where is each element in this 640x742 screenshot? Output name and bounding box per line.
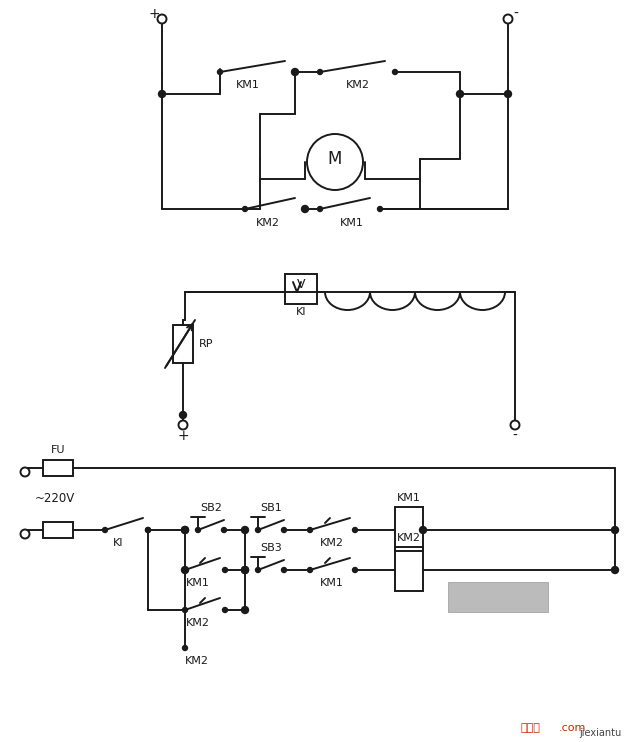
Circle shape (303, 206, 307, 211)
Bar (173, 325, 193, 363)
Text: KM2: KM2 (320, 538, 344, 548)
Circle shape (241, 606, 248, 614)
Circle shape (179, 412, 186, 418)
Circle shape (221, 528, 227, 533)
Bar (285, 274, 317, 304)
Circle shape (195, 528, 200, 533)
Circle shape (307, 134, 363, 190)
Circle shape (317, 70, 323, 74)
Circle shape (511, 421, 520, 430)
Circle shape (392, 70, 397, 74)
Circle shape (243, 206, 248, 211)
Circle shape (353, 528, 358, 533)
Circle shape (291, 68, 298, 76)
Circle shape (218, 70, 223, 74)
Circle shape (255, 528, 260, 533)
Text: KM1: KM1 (397, 493, 421, 503)
Text: KM2: KM2 (346, 80, 370, 90)
Text: -: - (513, 7, 518, 21)
Circle shape (611, 527, 618, 533)
Text: +: + (148, 7, 160, 21)
Circle shape (456, 91, 463, 97)
Circle shape (182, 566, 189, 574)
Circle shape (223, 608, 227, 612)
Circle shape (182, 527, 189, 533)
Text: KI: KI (113, 538, 124, 548)
Circle shape (102, 528, 108, 533)
Text: 接线图: 接线图 (520, 723, 540, 733)
Circle shape (504, 15, 513, 24)
Circle shape (282, 528, 287, 533)
Circle shape (419, 527, 426, 533)
Bar (395, 547, 423, 591)
Bar (395, 507, 423, 551)
Circle shape (353, 568, 358, 573)
Text: M: M (328, 150, 342, 168)
Circle shape (159, 91, 166, 97)
Text: KM2: KM2 (256, 218, 280, 228)
Text: FU: FU (51, 445, 65, 455)
Circle shape (241, 566, 248, 574)
Text: KM2: KM2 (186, 618, 210, 628)
Text: SB1: SB1 (260, 503, 282, 513)
Circle shape (282, 568, 287, 573)
Bar (448, 582, 548, 612)
Text: jiexiantu: jiexiantu (579, 728, 621, 738)
Circle shape (241, 566, 248, 574)
Circle shape (504, 91, 511, 97)
Text: -: - (513, 429, 517, 443)
Circle shape (182, 568, 188, 573)
Text: KM1: KM1 (340, 218, 364, 228)
Circle shape (182, 646, 188, 651)
Text: RP: RP (199, 339, 214, 349)
Circle shape (20, 467, 29, 476)
Circle shape (179, 421, 188, 430)
Text: ~220V: ~220V (35, 491, 76, 505)
Text: +: + (177, 429, 189, 443)
Circle shape (255, 568, 260, 573)
Circle shape (317, 206, 323, 211)
Text: V: V (297, 278, 305, 292)
Circle shape (611, 566, 618, 574)
Circle shape (241, 527, 248, 533)
Text: KM2: KM2 (185, 656, 209, 666)
Circle shape (20, 530, 29, 539)
Text: KI: KI (296, 307, 307, 317)
Text: KM1: KM1 (236, 80, 260, 90)
Text: KM1: KM1 (186, 578, 210, 588)
Circle shape (307, 568, 312, 573)
Bar (43, 460, 73, 476)
Circle shape (145, 528, 150, 533)
Text: .com: .com (558, 723, 586, 733)
Circle shape (378, 206, 383, 211)
Bar (43, 522, 73, 538)
Text: SB3: SB3 (260, 543, 282, 553)
Circle shape (292, 70, 298, 74)
Text: KM1: KM1 (320, 578, 344, 588)
Circle shape (223, 568, 227, 573)
Circle shape (307, 528, 312, 533)
Text: KM2: KM2 (397, 533, 421, 543)
Circle shape (145, 528, 150, 533)
Circle shape (182, 608, 188, 612)
Circle shape (301, 206, 308, 212)
Circle shape (182, 527, 189, 533)
Text: SB2: SB2 (200, 503, 222, 513)
Circle shape (157, 15, 166, 24)
